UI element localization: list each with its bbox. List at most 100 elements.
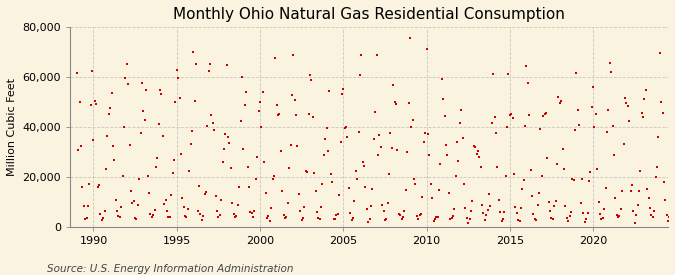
- Point: [192, 208, 203, 213]
- Point: [308, 171, 319, 175]
- Point: [424, 153, 435, 157]
- Point: [299, 205, 310, 210]
- Point: [428, 219, 439, 223]
- Point: [663, 219, 674, 223]
- Point: [427, 196, 437, 200]
- Point: [564, 213, 575, 218]
- Point: [446, 216, 457, 220]
- Point: [538, 114, 549, 119]
- Point: [274, 112, 285, 117]
- Point: [232, 203, 243, 207]
- Point: [196, 218, 207, 222]
- Point: [520, 123, 531, 128]
- Point: [155, 87, 165, 92]
- Point: [659, 180, 670, 185]
- Point: [115, 215, 126, 219]
- Point: [254, 100, 265, 104]
- Point: [350, 169, 361, 173]
- Point: [466, 209, 477, 213]
- Point: [227, 201, 238, 205]
- Point: [319, 153, 329, 157]
- Point: [543, 199, 554, 204]
- Point: [281, 215, 292, 219]
- Point: [474, 155, 485, 160]
- Point: [400, 188, 411, 192]
- Point: [106, 91, 117, 96]
- Point: [487, 121, 497, 125]
- Point: [495, 210, 506, 214]
- Point: [298, 216, 308, 220]
- Point: [477, 203, 487, 207]
- Point: [454, 120, 465, 125]
- Point: [135, 131, 146, 135]
- Point: [522, 81, 533, 85]
- Point: [387, 146, 398, 150]
- Point: [418, 140, 429, 144]
- Point: [142, 174, 153, 178]
- Point: [117, 174, 128, 179]
- Point: [493, 197, 504, 202]
- Point: [482, 208, 493, 213]
- Point: [629, 221, 640, 225]
- Point: [421, 46, 432, 51]
- Point: [324, 89, 335, 94]
- Point: [338, 87, 349, 92]
- Point: [101, 167, 111, 171]
- Point: [273, 113, 284, 117]
- Point: [518, 178, 529, 182]
- Point: [134, 176, 144, 181]
- Point: [503, 72, 514, 76]
- Point: [94, 183, 105, 187]
- Point: [616, 206, 626, 211]
- Point: [170, 100, 181, 104]
- Point: [556, 98, 566, 103]
- Point: [109, 158, 119, 162]
- Point: [290, 98, 300, 103]
- Point: [291, 112, 302, 117]
- Point: [653, 135, 664, 139]
- Point: [513, 218, 524, 222]
- Point: [402, 150, 412, 155]
- Point: [165, 215, 176, 219]
- Point: [80, 216, 90, 221]
- Point: [579, 220, 590, 224]
- Point: [562, 216, 572, 221]
- Point: [105, 106, 115, 110]
- Point: [307, 115, 318, 119]
- Point: [199, 192, 210, 197]
- Point: [157, 134, 168, 138]
- Point: [260, 191, 271, 195]
- Point: [257, 89, 268, 94]
- Point: [173, 75, 184, 80]
- Point: [102, 134, 113, 138]
- Point: [244, 185, 254, 189]
- Point: [119, 125, 130, 129]
- Point: [148, 213, 159, 218]
- Point: [441, 143, 452, 147]
- Point: [601, 130, 612, 134]
- Point: [604, 61, 615, 65]
- Point: [660, 197, 671, 202]
- Point: [325, 172, 336, 176]
- Point: [332, 211, 343, 216]
- Point: [217, 160, 228, 164]
- Point: [639, 97, 650, 101]
- Point: [382, 201, 393, 205]
- Point: [240, 102, 250, 107]
- Point: [571, 71, 582, 75]
- Point: [202, 124, 213, 129]
- Point: [502, 125, 512, 129]
- Point: [123, 82, 134, 86]
- Point: [481, 213, 491, 218]
- Point: [504, 113, 515, 118]
- Point: [442, 153, 453, 158]
- Point: [144, 191, 155, 195]
- Point: [622, 104, 633, 109]
- Point: [506, 112, 516, 116]
- Point: [542, 156, 553, 161]
- Point: [525, 168, 536, 172]
- Point: [582, 211, 593, 216]
- Point: [110, 198, 121, 202]
- Point: [597, 216, 608, 221]
- Point: [98, 215, 109, 220]
